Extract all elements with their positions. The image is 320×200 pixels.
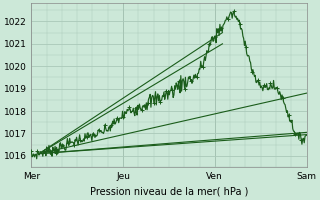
X-axis label: Pression niveau de la mer( hPa ): Pression niveau de la mer( hPa ) bbox=[90, 187, 248, 197]
